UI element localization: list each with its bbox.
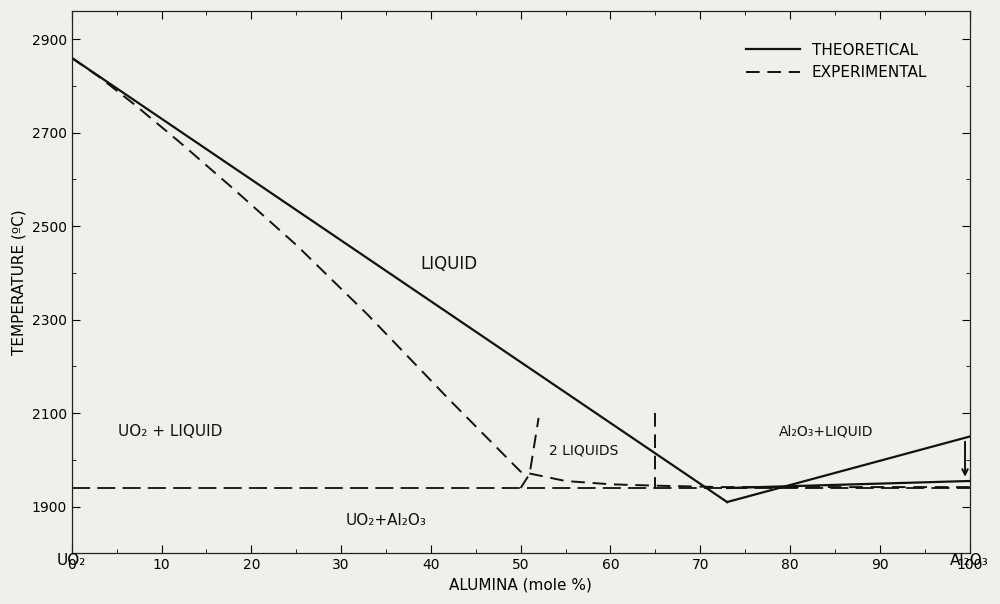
Text: UO₂ + LIQUID: UO₂ + LIQUID (118, 425, 223, 439)
Text: Al₂O₃: Al₂O₃ (950, 553, 989, 568)
Text: UO₂: UO₂ (57, 553, 86, 568)
Y-axis label: TEMPERATURE (ºC): TEMPERATURE (ºC) (11, 210, 26, 355)
Text: UO₂+Al₂O₃: UO₂+Al₂O₃ (346, 513, 426, 528)
Text: Al₂O₃+LIQUID: Al₂O₃+LIQUID (779, 425, 873, 439)
X-axis label: ALUMINA (mole %): ALUMINA (mole %) (449, 578, 592, 593)
Legend: THEORETICAL, EXPERIMENTAL: THEORETICAL, EXPERIMENTAL (739, 35, 935, 88)
Text: 2 LIQUIDS: 2 LIQUIDS (549, 443, 618, 458)
Text: LIQUID: LIQUID (420, 255, 477, 272)
